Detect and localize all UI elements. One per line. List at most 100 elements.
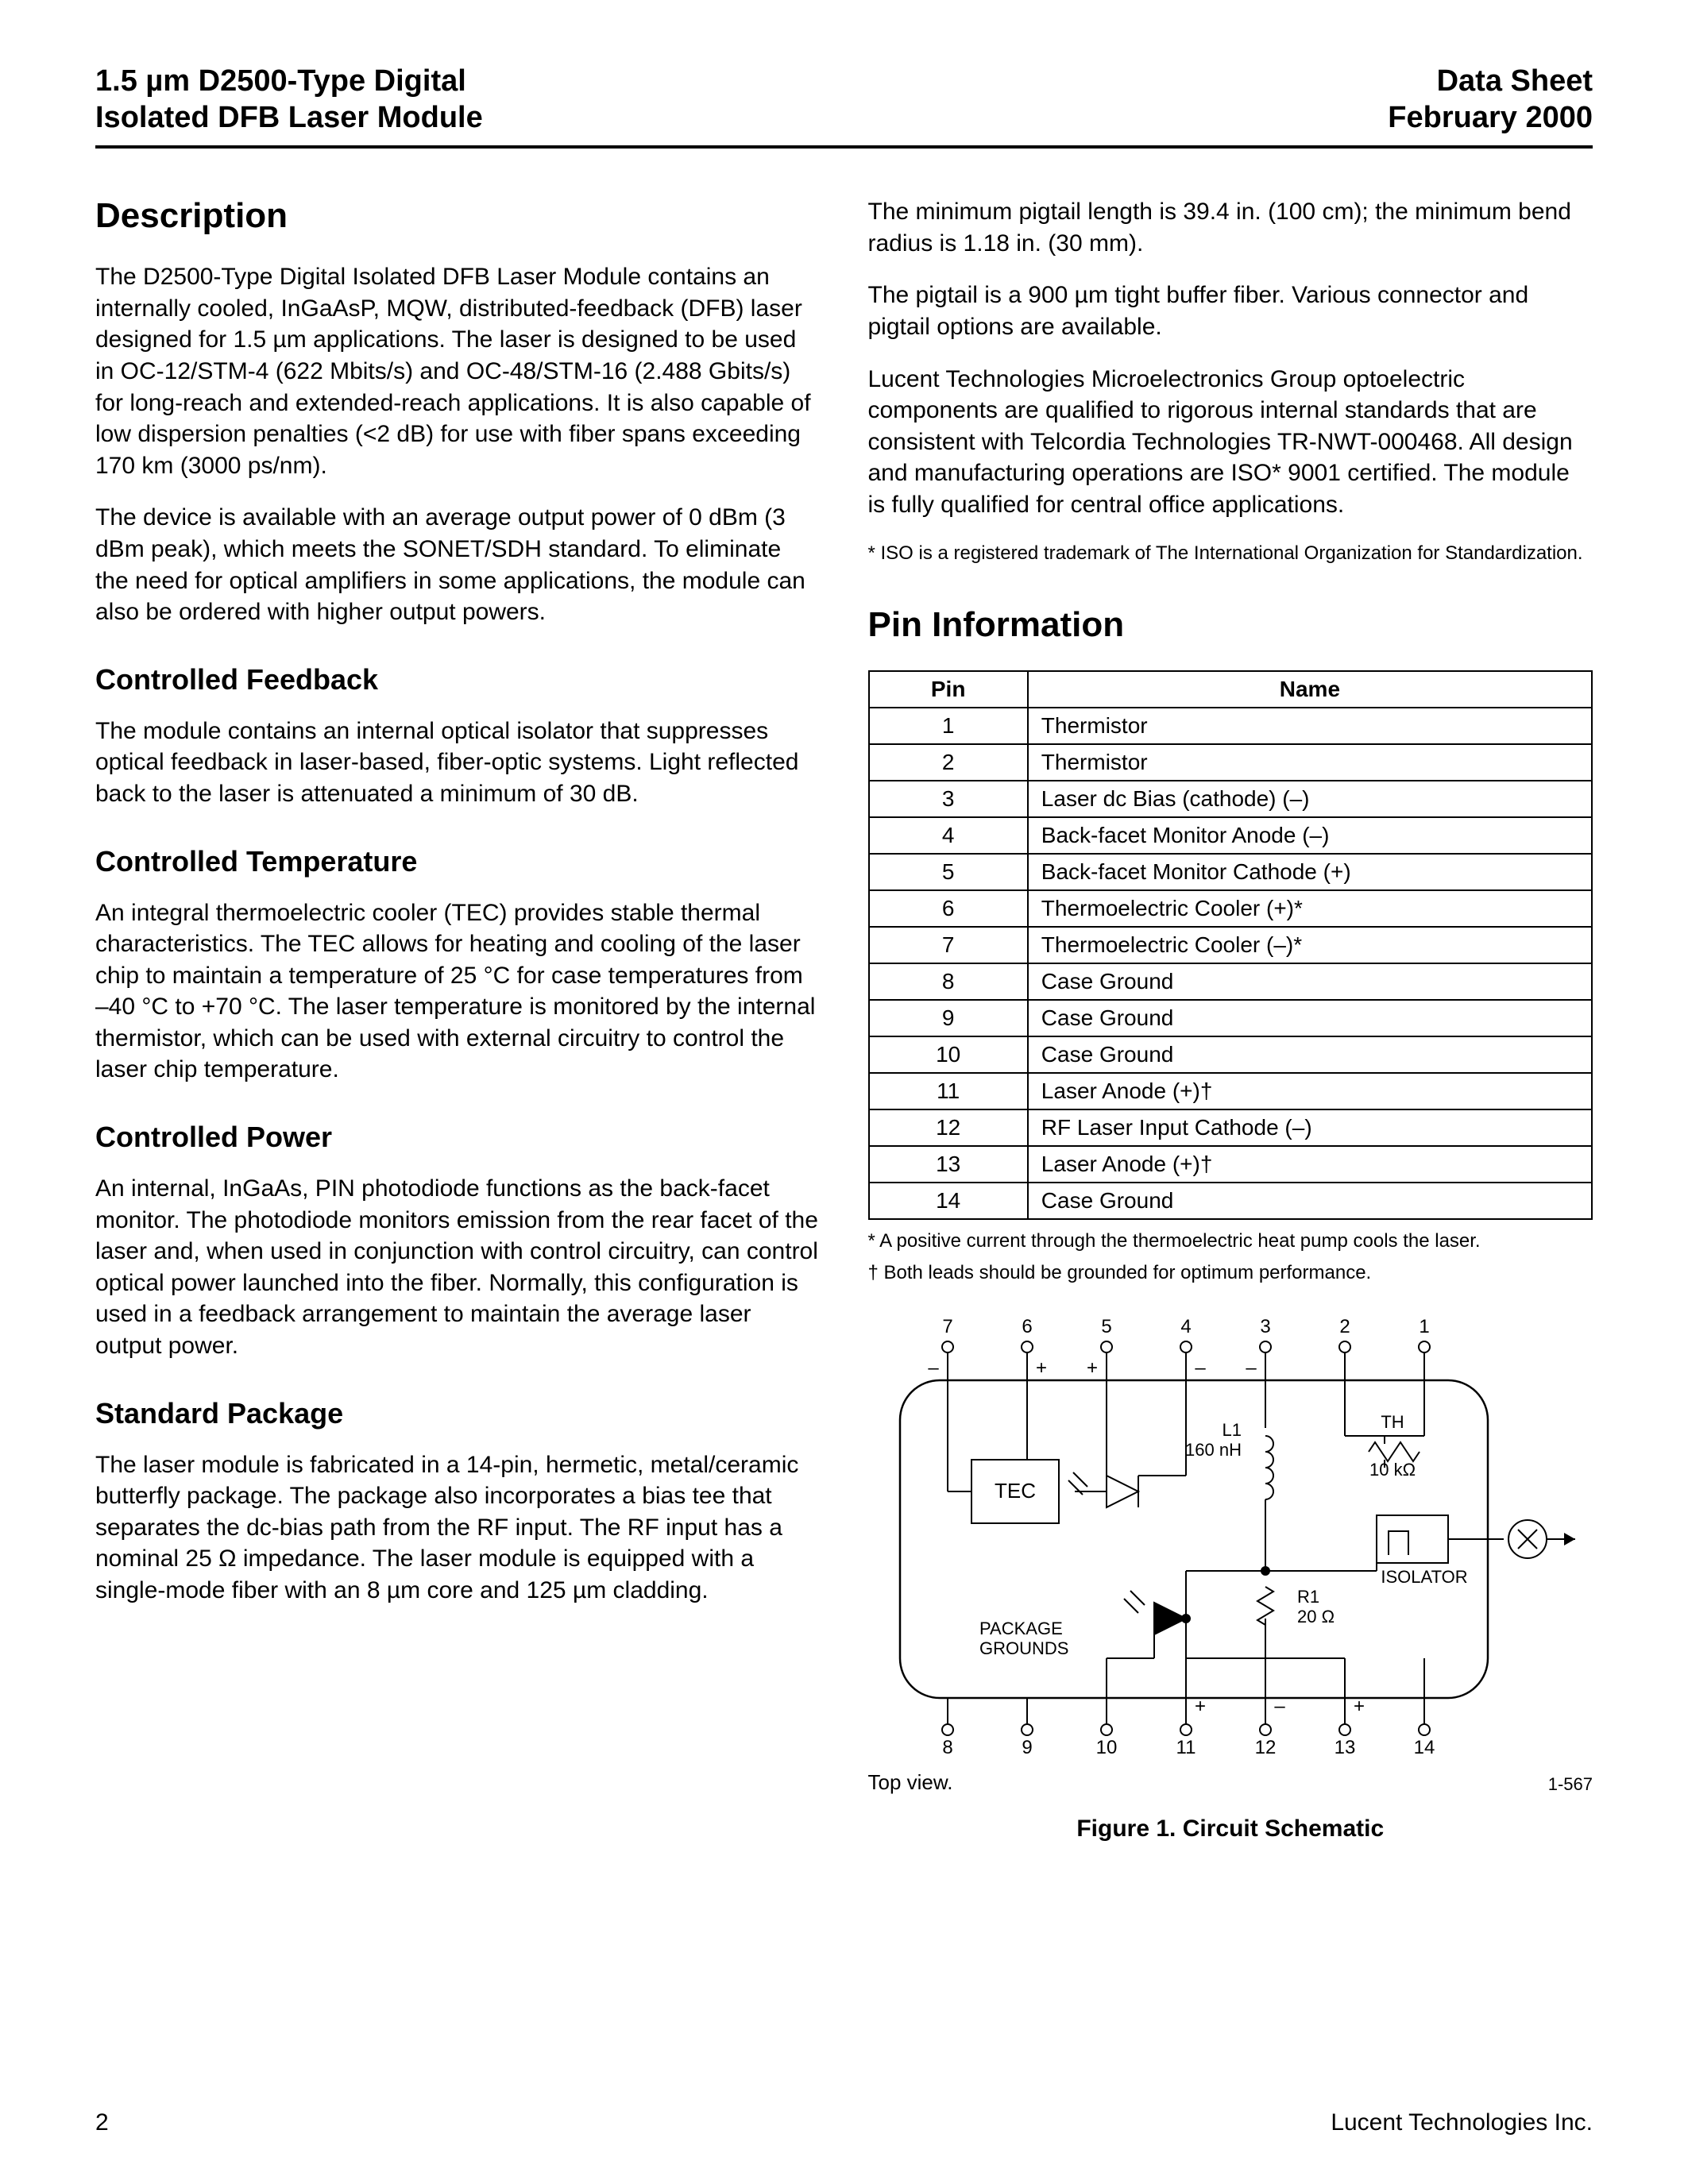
svg-text:GROUNDS: GROUNDS <box>979 1638 1068 1658</box>
header-right-line2: February 2000 <box>1388 100 1593 137</box>
para-power: An internal, InGaAs, PIN photodiode func… <box>95 1173 821 1362</box>
header-title-right: Data Sheet February 2000 <box>1388 64 1593 136</box>
table-row: 8Case Ground <box>869 963 1593 1000</box>
pin-number-cell: 8 <box>869 963 1028 1000</box>
figure-number-small: 1-567 <box>1548 1774 1593 1795</box>
svg-text:8: 8 <box>942 1737 952 1758</box>
pin-name-cell: Back-facet Monitor Cathode (+) <box>1028 854 1592 890</box>
circuit-schematic-svg: 7–6+5+4–3–21891011+12–13+14TECL1160 nHTH… <box>868 1317 1583 1761</box>
svg-text:4: 4 <box>1180 1317 1191 1337</box>
svg-text:TEC: TEC <box>995 1479 1036 1503</box>
table-row: 1Thermistor <box>869 708 1593 744</box>
svg-text:PACKAGE: PACKAGE <box>979 1619 1063 1638</box>
svg-text:–: – <box>928 1357 939 1379</box>
pin-number-cell: 2 <box>869 744 1028 781</box>
para-package: The laser module is fabricated in a 14-p… <box>95 1449 821 1607</box>
svg-text:–: – <box>1246 1357 1257 1379</box>
header-right-line1: Data Sheet <box>1388 64 1593 100</box>
svg-text:160 nH: 160 nH <box>1185 1440 1242 1460</box>
table-row: 13Laser Anode (+)† <box>869 1146 1593 1183</box>
svg-text:20 Ω: 20 Ω <box>1297 1607 1335 1626</box>
pin-name-cell: Back-facet Monitor Anode (–) <box>1028 817 1592 854</box>
table-row: 3Laser dc Bias (cathode) (–) <box>869 781 1593 817</box>
heading-controlled-feedback: Controlled Feedback <box>95 663 821 696</box>
footnote-iso: * ISO is a registered trademark of The I… <box>868 542 1593 565</box>
pin-name-cell: RF Laser Input Cathode (–) <box>1028 1109 1592 1146</box>
table-row: 12RF Laser Input Cathode (–) <box>869 1109 1593 1146</box>
figure-caption: Figure 1. Circuit Schematic <box>868 1815 1593 1843</box>
pin-number-cell: 11 <box>869 1073 1028 1109</box>
svg-text:ISOLATOR: ISOLATOR <box>1381 1567 1467 1587</box>
pin-number-cell: 7 <box>869 927 1028 963</box>
table-footnote-1: * A positive current through the thermoe… <box>868 1229 1593 1253</box>
figure-1-wrap: 7–6+5+4–3–21891011+12–13+14TECL1160 nHTH… <box>868 1317 1593 1843</box>
heading-pin-information: Pin Information <box>868 605 1593 645</box>
table-row: 10Case Ground <box>869 1036 1593 1073</box>
table-row: 6Thermoelectric Cooler (+)* <box>869 890 1593 927</box>
header-left-line2: Isolated DFB Laser Module <box>95 100 483 137</box>
header-left-line1: 1.5 µm D2500-Type Digital <box>95 64 483 100</box>
pin-name-cell: Thermoelectric Cooler (–)* <box>1028 927 1592 963</box>
svg-text:+: + <box>1035 1357 1046 1379</box>
svg-text:–: – <box>1195 1357 1206 1379</box>
page-number: 2 <box>95 2109 109 2136</box>
table-row: 2Thermistor <box>869 744 1593 781</box>
pin-table-col-pin: Pin <box>869 671 1028 708</box>
heading-description: Description <box>95 196 821 236</box>
heading-controlled-temperature: Controlled Temperature <box>95 845 821 878</box>
pin-number-cell: 9 <box>869 1000 1028 1036</box>
svg-text:R1: R1 <box>1297 1587 1319 1607</box>
para-qualification: Lucent Technologies Microelectronics Gro… <box>868 364 1593 521</box>
pin-table-header-row: Pin Name <box>869 671 1593 708</box>
table-row: 5Back-facet Monitor Cathode (+) <box>869 854 1593 890</box>
pin-number-cell: 14 <box>869 1183 1028 1219</box>
header-title-left: 1.5 µm D2500-Type Digital Isolated DFB L… <box>95 64 483 136</box>
svg-text:12: 12 <box>1254 1737 1276 1758</box>
svg-text:–: – <box>1274 1696 1285 1717</box>
svg-text:2: 2 <box>1339 1317 1350 1337</box>
content-columns: Description The D2500-Type Digital Isola… <box>95 196 1593 1842</box>
pin-name-cell: Thermistor <box>1028 744 1592 781</box>
para-temp: An integral thermoelectric cooler (TEC) … <box>95 897 821 1086</box>
pin-number-cell: 1 <box>869 708 1028 744</box>
svg-text:6: 6 <box>1022 1317 1032 1337</box>
svg-text:14: 14 <box>1413 1737 1435 1758</box>
pin-number-cell: 6 <box>869 890 1028 927</box>
svg-text:5: 5 <box>1101 1317 1111 1337</box>
svg-text:L1: L1 <box>1222 1420 1241 1440</box>
svg-text:9: 9 <box>1022 1737 1032 1758</box>
pin-name-cell: Thermoelectric Cooler (+)* <box>1028 890 1592 927</box>
para-desc-1: The D2500-Type Digital Isolated DFB Lase… <box>95 261 821 481</box>
page-footer: 2 Lucent Technologies Inc. <box>95 2109 1593 2136</box>
table-row: 7Thermoelectric Cooler (–)* <box>869 927 1593 963</box>
table-row: 4Back-facet Monitor Anode (–) <box>869 817 1593 854</box>
svg-text:11: 11 <box>1176 1737 1196 1758</box>
pin-number-cell: 10 <box>869 1036 1028 1073</box>
pin-name-cell: Case Ground <box>1028 963 1592 1000</box>
pin-name-cell: Laser Anode (+)† <box>1028 1146 1592 1183</box>
svg-text:10: 10 <box>1095 1737 1117 1758</box>
left-column: Description The D2500-Type Digital Isola… <box>95 196 821 1842</box>
table-footnote-2: † Both leads should be grounded for opti… <box>868 1261 1593 1285</box>
pin-number-cell: 13 <box>869 1146 1028 1183</box>
footer-company: Lucent Technologies Inc. <box>1331 2109 1593 2136</box>
svg-text:13: 13 <box>1334 1737 1355 1758</box>
para-feedback: The module contains an internal optical … <box>95 716 821 810</box>
table-row: 14Case Ground <box>869 1183 1593 1219</box>
pin-name-cell: Laser Anode (+)† <box>1028 1073 1592 1109</box>
pin-number-cell: 12 <box>869 1109 1028 1146</box>
pin-number-cell: 3 <box>869 781 1028 817</box>
heading-standard-package: Standard Package <box>95 1397 821 1430</box>
pin-name-cell: Case Ground <box>1028 1183 1592 1219</box>
table-row: 11Laser Anode (+)† <box>869 1073 1593 1109</box>
svg-text:10 kΩ: 10 kΩ <box>1369 1460 1415 1480</box>
svg-text:1: 1 <box>1419 1317 1429 1337</box>
svg-text:TH: TH <box>1381 1412 1404 1432</box>
pin-number-cell: 5 <box>869 854 1028 890</box>
pin-number-cell: 4 <box>869 817 1028 854</box>
svg-text:+: + <box>1086 1357 1097 1379</box>
right-column: The minimum pigtail length is 39.4 in. (… <box>868 196 1593 1842</box>
para-desc-2: The device is available with an average … <box>95 502 821 627</box>
pin-table-col-name: Name <box>1028 671 1592 708</box>
svg-text:7: 7 <box>942 1317 952 1337</box>
